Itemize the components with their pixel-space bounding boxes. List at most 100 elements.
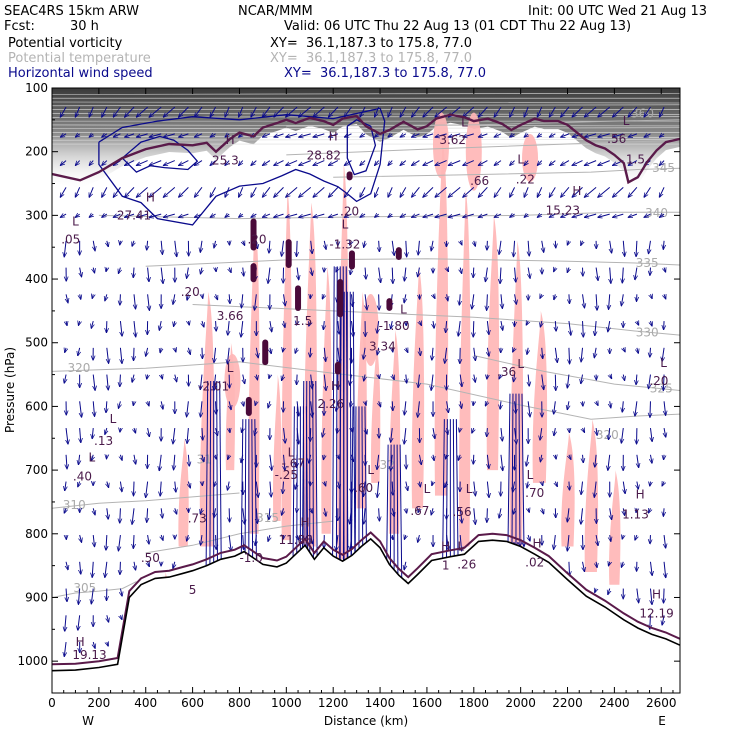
pv-extremum-label: -1.32 (329, 238, 360, 252)
wind-vector (379, 240, 380, 252)
init-time: Init: 00 UTC Wed 21 Aug 13 (528, 4, 708, 19)
wind-vector (282, 240, 284, 256)
wind-vector (149, 160, 162, 166)
wind-vector (187, 534, 189, 541)
wind-plume-vector (521, 393, 524, 547)
wind-vector (120, 561, 121, 575)
field-xy-theta: XY= 36.1,187.3 to 175.8, 77.0 (270, 51, 473, 66)
wind-vector (323, 454, 324, 460)
wind-vector (628, 160, 638, 166)
pv-shade-region (609, 470, 621, 585)
wind-vector (388, 160, 393, 166)
wind-vector (78, 481, 80, 487)
wind-vector (80, 267, 82, 277)
pv-extremum-label: L (400, 303, 407, 317)
wind-vector (379, 508, 380, 521)
wind-vector (528, 267, 530, 279)
wind-vector (596, 428, 597, 435)
wind-vector (270, 320, 272, 332)
wind-vector (473, 321, 474, 337)
wind-vector (102, 214, 108, 217)
wind-vector (472, 427, 474, 433)
wind-vector (163, 186, 176, 197)
theta-contour-label: 360 (631, 106, 654, 120)
wind-vector (338, 481, 340, 489)
wind-vector (501, 320, 503, 330)
wind-vector (513, 240, 514, 257)
theta-contour (333, 167, 680, 178)
wind-vector (510, 187, 516, 197)
wind-vector (659, 214, 665, 217)
wind-vector (635, 534, 637, 540)
wind-vector (102, 160, 108, 166)
wind-vector (659, 106, 665, 117)
wind-vector (351, 294, 352, 306)
wind-vector (225, 187, 230, 197)
wind-vector (644, 134, 651, 137)
wind-vector (595, 321, 596, 336)
pv-high-blob (395, 247, 402, 260)
wind-vector (311, 374, 313, 389)
wind-vector (227, 481, 229, 491)
wind-vector (400, 134, 407, 137)
wind-vector (659, 160, 665, 166)
wind-vector (528, 534, 530, 541)
strat-theta-line (52, 138, 680, 141)
wind-vector (598, 106, 611, 117)
wind-vector (610, 375, 612, 379)
wind-vector (270, 347, 271, 354)
wind-vector (537, 106, 543, 117)
wind-vector (200, 508, 202, 513)
theta-contour (286, 139, 680, 156)
strat-theta-line (52, 93, 680, 95)
pv-extremum-label: .50 (141, 551, 160, 565)
pv-shade-region (584, 419, 599, 572)
forecast-label: Fcst: (4, 19, 35, 34)
pv-extremum-label: 1 (442, 559, 450, 573)
wind-vector (572, 106, 583, 117)
x-end-right: E (658, 714, 666, 728)
wind-vector (388, 106, 393, 117)
wind-vector (377, 454, 379, 470)
wind-vector (229, 535, 231, 551)
wind-vector (528, 240, 529, 256)
pv-extremum-label: .13 (94, 434, 113, 448)
wind-vector (229, 294, 230, 303)
wind-vector (202, 294, 203, 298)
wind-vector (163, 133, 175, 137)
wind-vector (202, 454, 204, 462)
field-name-theta: Potential temperature (8, 51, 151, 66)
wind-vector (583, 294, 585, 308)
pv-extremum-label: 19.13 (72, 648, 106, 662)
wind-vector (179, 133, 189, 137)
wind-vector (445, 347, 447, 363)
wind-vector (540, 427, 542, 440)
wind-vector (216, 268, 217, 272)
wind-vector (297, 267, 299, 280)
wind-vector (513, 374, 514, 382)
wind-vector (598, 133, 610, 137)
theta-contour-label: 320 (67, 361, 90, 375)
pv-high-blob (386, 298, 393, 311)
wind-vector (474, 374, 476, 383)
wind-vector (537, 160, 543, 166)
wind-vector (344, 160, 352, 166)
wind-vector (433, 427, 435, 439)
wind-vector (200, 240, 202, 252)
forecast-hours: 30 h (70, 19, 99, 34)
wind-vector (187, 401, 189, 416)
wind-vector (423, 213, 434, 217)
wind-vector (433, 321, 434, 328)
wind-vector (225, 106, 230, 117)
wind-vector (375, 187, 380, 197)
wind-vector (322, 427, 324, 437)
pv-extremum-label: L (623, 114, 630, 128)
wind-vector (400, 187, 407, 197)
wind-vector (463, 186, 475, 197)
wind-vector (431, 240, 433, 251)
wind-vector (659, 134, 665, 137)
wind-vector (628, 187, 638, 197)
wind-vector (418, 374, 419, 388)
wind-vector (418, 401, 420, 417)
wind-vector (282, 508, 284, 515)
